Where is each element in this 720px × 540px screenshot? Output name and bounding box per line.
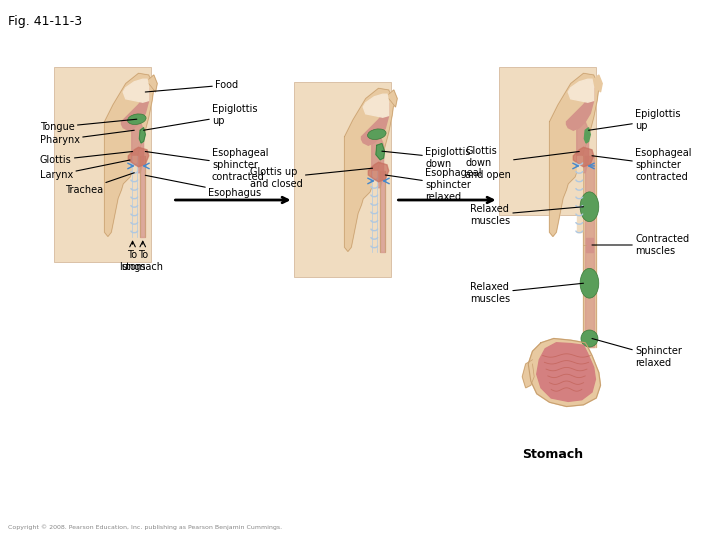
Polygon shape xyxy=(573,147,594,167)
Polygon shape xyxy=(132,122,143,173)
Polygon shape xyxy=(149,75,157,92)
Text: Relaxed
muscles: Relaxed muscles xyxy=(470,282,583,304)
Polygon shape xyxy=(568,79,594,102)
Polygon shape xyxy=(567,87,594,130)
Ellipse shape xyxy=(367,129,386,139)
Text: Fig. 41-11-3: Fig. 41-11-3 xyxy=(8,15,82,28)
FancyBboxPatch shape xyxy=(294,82,391,277)
Polygon shape xyxy=(132,156,137,237)
Polygon shape xyxy=(585,127,590,143)
Text: Glottis up
and closed: Glottis up and closed xyxy=(250,167,372,189)
Text: Epiglottis
up: Epiglottis up xyxy=(143,104,258,130)
Ellipse shape xyxy=(580,192,599,221)
Text: To
lungs: To lungs xyxy=(120,250,145,272)
Polygon shape xyxy=(363,94,389,117)
Polygon shape xyxy=(369,162,389,182)
Text: Stomach: Stomach xyxy=(523,449,584,462)
Text: Relaxed
muscles: Relaxed muscles xyxy=(470,204,583,226)
Polygon shape xyxy=(577,122,589,173)
Polygon shape xyxy=(376,144,384,160)
Polygon shape xyxy=(522,360,534,388)
Text: Larynx: Larynx xyxy=(40,160,130,180)
Polygon shape xyxy=(344,89,394,252)
Text: Pharynx: Pharynx xyxy=(40,130,134,145)
FancyBboxPatch shape xyxy=(498,66,596,215)
Text: Food: Food xyxy=(145,80,238,92)
Polygon shape xyxy=(372,171,377,252)
Polygon shape xyxy=(140,127,145,143)
Polygon shape xyxy=(528,339,600,407)
Ellipse shape xyxy=(581,330,598,347)
Polygon shape xyxy=(122,87,149,130)
Polygon shape xyxy=(104,73,154,237)
Text: Contracted
muscles: Contracted muscles xyxy=(592,234,689,256)
FancyBboxPatch shape xyxy=(53,66,151,262)
Polygon shape xyxy=(586,238,593,252)
Polygon shape xyxy=(123,79,149,102)
Polygon shape xyxy=(372,137,384,188)
Polygon shape xyxy=(361,103,389,145)
Polygon shape xyxy=(140,156,145,237)
Polygon shape xyxy=(582,156,596,347)
Polygon shape xyxy=(585,156,594,347)
Text: Tongue: Tongue xyxy=(40,119,137,132)
Text: Epiglottis
down: Epiglottis down xyxy=(382,147,470,169)
Text: Sphincter
relaxed: Sphincter relaxed xyxy=(592,339,682,368)
Text: To
stomach: To stomach xyxy=(122,250,163,272)
Polygon shape xyxy=(389,90,397,107)
Ellipse shape xyxy=(580,268,599,298)
Text: Esophageal
sphincter
contracted: Esophageal sphincter contracted xyxy=(145,148,269,181)
Text: Copyright © 2008. Pearson Education, Inc. publishing as Pearson Benjamin Cumming: Copyright © 2008. Pearson Education, Inc… xyxy=(8,524,282,530)
Text: Epiglottis
up: Epiglottis up xyxy=(589,109,680,131)
Polygon shape xyxy=(380,171,385,252)
Polygon shape xyxy=(594,75,602,92)
Text: Trachea: Trachea xyxy=(65,173,134,195)
Polygon shape xyxy=(549,73,599,237)
Text: Esophageal
sphincter
relaxed: Esophageal sphincter relaxed xyxy=(385,168,482,201)
Text: Esophagus: Esophagus xyxy=(145,176,261,198)
Text: Esophageal
sphincter
contracted: Esophageal sphincter contracted xyxy=(592,148,691,181)
Ellipse shape xyxy=(127,114,146,125)
Text: Glottis: Glottis xyxy=(40,152,132,165)
Polygon shape xyxy=(536,343,595,401)
Polygon shape xyxy=(128,147,149,167)
Text: Glottis
down
and open: Glottis down and open xyxy=(465,146,580,180)
Polygon shape xyxy=(577,156,582,232)
